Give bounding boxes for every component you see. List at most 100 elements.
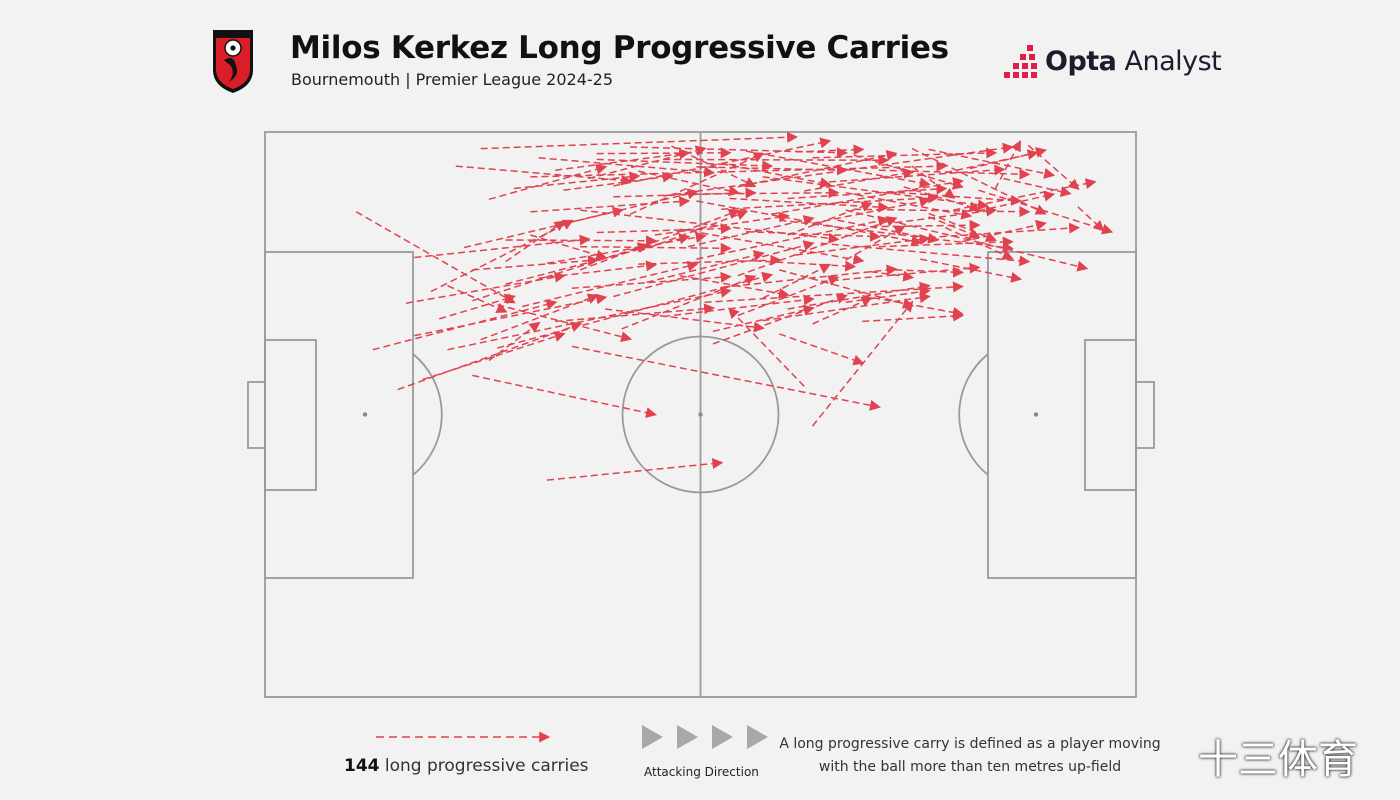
left-penalty-area <box>264 251 414 579</box>
carry-arrow <box>472 374 658 419</box>
opta-bars-icon <box>1004 45 1037 78</box>
carry-arrow <box>928 216 981 239</box>
brand-name: Opta Analyst <box>1045 46 1222 77</box>
carry-arrow <box>811 300 914 427</box>
carry-arrow <box>488 163 608 201</box>
carry-arrow <box>646 250 765 284</box>
carry-arrow <box>737 150 898 188</box>
football-pitch <box>247 131 1155 698</box>
carry-label: long progressive carries <box>379 756 589 776</box>
carry-arrow <box>530 234 608 261</box>
right-goal <box>1135 381 1155 449</box>
left-penalty-arc <box>412 353 443 476</box>
carry-arrow <box>920 258 1023 283</box>
carry-arrow <box>355 211 516 304</box>
carry-arrow <box>472 255 599 271</box>
chart-subtitle: Bournemouth | Premier League 2024-25 <box>291 70 614 89</box>
left-penalty-spot <box>362 412 368 417</box>
carry-arrow <box>555 303 716 323</box>
chart-title: Milos Kerkez Long Progressive Carries <box>290 30 949 66</box>
left-goal <box>247 381 266 449</box>
legend-caption: 144 long progressive carries <box>344 756 589 776</box>
carry-arrow <box>787 183 948 200</box>
carry-arrow <box>812 147 998 159</box>
direction-triangle <box>712 725 733 749</box>
carry-arrow <box>1003 177 1072 197</box>
carry-arrow <box>538 260 658 279</box>
bournemouth-crest-icon <box>213 30 253 93</box>
carry-arrow <box>737 275 840 317</box>
carry-arrow <box>729 197 890 213</box>
carry-arrow <box>727 307 805 387</box>
carry-arrow <box>804 168 915 192</box>
right-penalty-spot <box>1033 412 1039 417</box>
carry-arrow <box>795 234 931 256</box>
carry-arrow <box>447 287 732 351</box>
carry-arrow <box>895 266 964 278</box>
carry-arrow <box>480 293 599 341</box>
carry-arrow <box>746 230 881 242</box>
carry-arrow <box>812 296 873 325</box>
carry-arrow <box>754 260 857 272</box>
carry-arrow <box>654 211 790 236</box>
carry-arrow <box>1077 206 1105 232</box>
carry-arrow <box>928 222 1081 239</box>
carry-arrow <box>663 154 890 166</box>
carry-arrow <box>580 209 840 244</box>
carry-arrow <box>679 228 865 265</box>
carry-arrow <box>895 205 998 224</box>
carry-arrow <box>953 178 1097 211</box>
carry-arrow <box>911 165 956 199</box>
carry-arrow <box>571 271 732 289</box>
right-penalty-area <box>987 251 1137 579</box>
carry-arrow <box>671 145 757 188</box>
carry-arrow <box>538 157 716 178</box>
carry-arrow <box>779 333 865 366</box>
carry-arrow <box>787 281 931 310</box>
pitch-spots <box>362 412 1039 417</box>
carry-arrow <box>463 206 624 249</box>
carry-arrow <box>405 271 566 304</box>
carries-layer <box>355 131 1114 481</box>
carry-arrow <box>663 294 815 318</box>
carry-arrow <box>613 240 815 298</box>
carry-arrow <box>422 331 566 381</box>
carry-arrow <box>928 212 998 242</box>
carry-arrow <box>430 219 574 293</box>
carry-arrow <box>812 196 931 225</box>
carry-arrow <box>945 149 1039 174</box>
carry-arrow <box>505 220 566 263</box>
carry-arrow <box>671 187 840 199</box>
left-six-yard-box <box>264 339 317 491</box>
carry-arrow <box>596 147 732 159</box>
carry-arrow <box>530 196 691 213</box>
carry-arrow <box>546 458 724 481</box>
carry-arrow <box>455 165 633 186</box>
carry-arrow <box>779 269 915 309</box>
carry-arrow <box>820 262 981 283</box>
carry-arrow <box>638 254 782 266</box>
carry-arrow <box>928 148 1056 179</box>
watermark: 十三体育 <box>1198 737 1358 783</box>
carry-arrow <box>704 281 964 304</box>
carry-arrow <box>795 144 865 156</box>
carry-arrow <box>555 188 699 227</box>
carry-arrow <box>969 147 1047 170</box>
carry-arrow <box>737 216 898 277</box>
carry-arrow <box>621 274 757 330</box>
carry-arrow <box>845 191 973 220</box>
carry-arrow <box>845 286 931 304</box>
carry-definition: A long progressive carry is defined as a… <box>779 736 1161 775</box>
centre-circle <box>621 335 780 494</box>
carry-arrow <box>555 148 691 171</box>
carry-arrow <box>571 345 881 411</box>
carry-arrow <box>472 242 649 302</box>
carry-arrow <box>853 206 1031 218</box>
carry-arrow <box>721 264 898 289</box>
carry-arrow <box>563 171 674 191</box>
direction-triangle <box>677 725 698 749</box>
carry-arrow <box>497 304 633 343</box>
carry-arrow <box>480 131 799 150</box>
carry-arrow <box>721 192 940 211</box>
carry-arrow <box>712 304 815 333</box>
